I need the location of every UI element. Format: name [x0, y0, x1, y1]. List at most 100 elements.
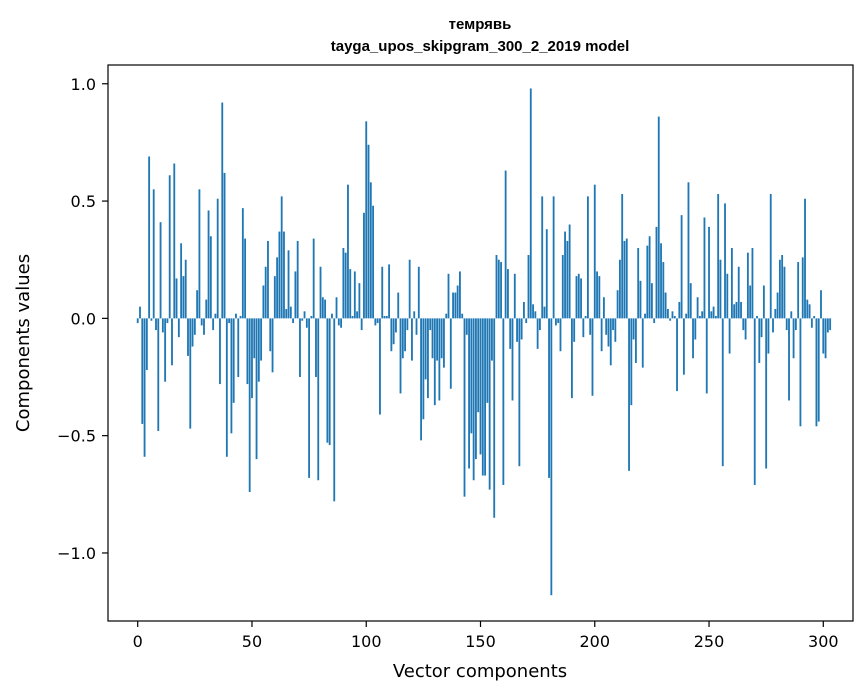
- bar: [225, 318, 228, 457]
- bar: [216, 198, 219, 319]
- bar: [607, 318, 610, 347]
- bar: [175, 278, 178, 319]
- y-tick-label: 0.5: [71, 192, 96, 211]
- bar: [468, 318, 470, 469]
- x-tick-label: 100: [351, 632, 382, 651]
- bar: [614, 318, 617, 342]
- bar: [214, 313, 217, 319]
- bar: [634, 318, 637, 363]
- bar: [509, 318, 512, 349]
- bar: [756, 316, 758, 319]
- bar: [792, 318, 795, 359]
- bar: [388, 264, 390, 319]
- bar: [447, 273, 450, 319]
- bar: [321, 297, 324, 319]
- bar: [591, 318, 594, 396]
- bar: [395, 318, 397, 333]
- bar: [694, 318, 697, 340]
- bar: [769, 194, 772, 319]
- bar: [479, 318, 482, 455]
- bar: [241, 208, 244, 319]
- bar: [294, 271, 297, 319]
- bar: [559, 318, 562, 352]
- bar: [228, 318, 231, 324]
- bar: [189, 318, 192, 429]
- bar: [657, 116, 660, 319]
- bar: [726, 273, 729, 319]
- bar: [781, 255, 784, 319]
- bar: [703, 217, 706, 319]
- bar: [408, 259, 411, 319]
- bar: [541, 196, 544, 319]
- bar: [765, 318, 768, 469]
- bar: [305, 318, 308, 328]
- bar: [440, 318, 443, 359]
- bar: [280, 196, 283, 319]
- bar: [605, 318, 608, 335]
- bar: [815, 318, 818, 427]
- bar: [737, 266, 740, 319]
- bar: [568, 224, 571, 319]
- bar: [333, 318, 336, 502]
- bar: [543, 306, 546, 319]
- x-tick-label: 50: [242, 632, 262, 651]
- bar: [746, 252, 749, 319]
- bar: [646, 245, 649, 319]
- bar: [673, 316, 676, 319]
- bar: [527, 255, 530, 319]
- bar: [813, 316, 816, 319]
- bar: [349, 269, 352, 319]
- bar: [721, 318, 724, 467]
- bar: [401, 318, 404, 359]
- bar: [223, 172, 226, 319]
- bar: [589, 318, 592, 335]
- bar: [525, 318, 528, 324]
- bar: [308, 318, 311, 478]
- x-tick-label: 300: [808, 632, 839, 651]
- bar: [536, 318, 539, 349]
- bar: [666, 308, 669, 319]
- bar: [235, 313, 237, 319]
- bar: [593, 184, 596, 319]
- bar: [255, 318, 258, 460]
- bar: [753, 318, 756, 485]
- bar: [618, 259, 621, 319]
- bar: [331, 313, 333, 319]
- bar: [427, 318, 429, 399]
- bar: [145, 318, 148, 370]
- bar: [340, 318, 343, 328]
- bar: [552, 196, 555, 319]
- y-axis-ticks: −1.0 −0.5 0.0 0.5 1.0: [57, 75, 108, 563]
- bar: [575, 276, 578, 319]
- bar: [413, 311, 416, 319]
- bar: [628, 318, 630, 471]
- bar: [532, 304, 534, 319]
- bar: [520, 318, 523, 340]
- bar: [639, 280, 642, 319]
- bar: [806, 299, 809, 319]
- bar-series: [136, 88, 832, 596]
- bar: [511, 318, 514, 401]
- x-tick-label: 250: [694, 632, 725, 651]
- chart-subtitle: tayga_upos_skipgram_300_2_2019 model: [331, 38, 630, 55]
- bar: [155, 318, 157, 331]
- bar: [168, 175, 171, 319]
- bar: [808, 304, 811, 319]
- bar: [200, 318, 203, 326]
- bar: [742, 318, 745, 331]
- bar: [678, 301, 681, 319]
- bar: [246, 318, 249, 385]
- bar: [406, 318, 409, 331]
- bar: [472, 318, 475, 481]
- bar: [701, 311, 704, 319]
- bar: [774, 308, 777, 319]
- bar: [829, 318, 832, 331]
- bar: [710, 311, 713, 319]
- bar: [486, 318, 489, 403]
- bar: [785, 318, 788, 331]
- bar: [136, 318, 139, 324]
- bar: [504, 170, 507, 319]
- x-axis-label: Vector components: [393, 661, 567, 682]
- bar: [680, 215, 683, 319]
- bar: [335, 297, 338, 319]
